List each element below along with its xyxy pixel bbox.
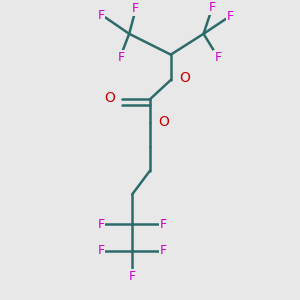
Text: O: O (158, 115, 169, 128)
Text: F: F (98, 244, 104, 257)
Text: O: O (104, 91, 115, 105)
Text: F: F (214, 50, 221, 64)
Text: F: F (98, 218, 104, 231)
Text: O: O (179, 71, 190, 85)
Text: F: F (160, 218, 167, 231)
Text: F: F (227, 10, 234, 23)
Text: F: F (118, 51, 125, 64)
Text: F: F (129, 270, 136, 283)
Text: F: F (160, 244, 167, 257)
Text: F: F (98, 9, 104, 22)
Text: F: F (132, 2, 139, 15)
Text: F: F (208, 1, 215, 14)
